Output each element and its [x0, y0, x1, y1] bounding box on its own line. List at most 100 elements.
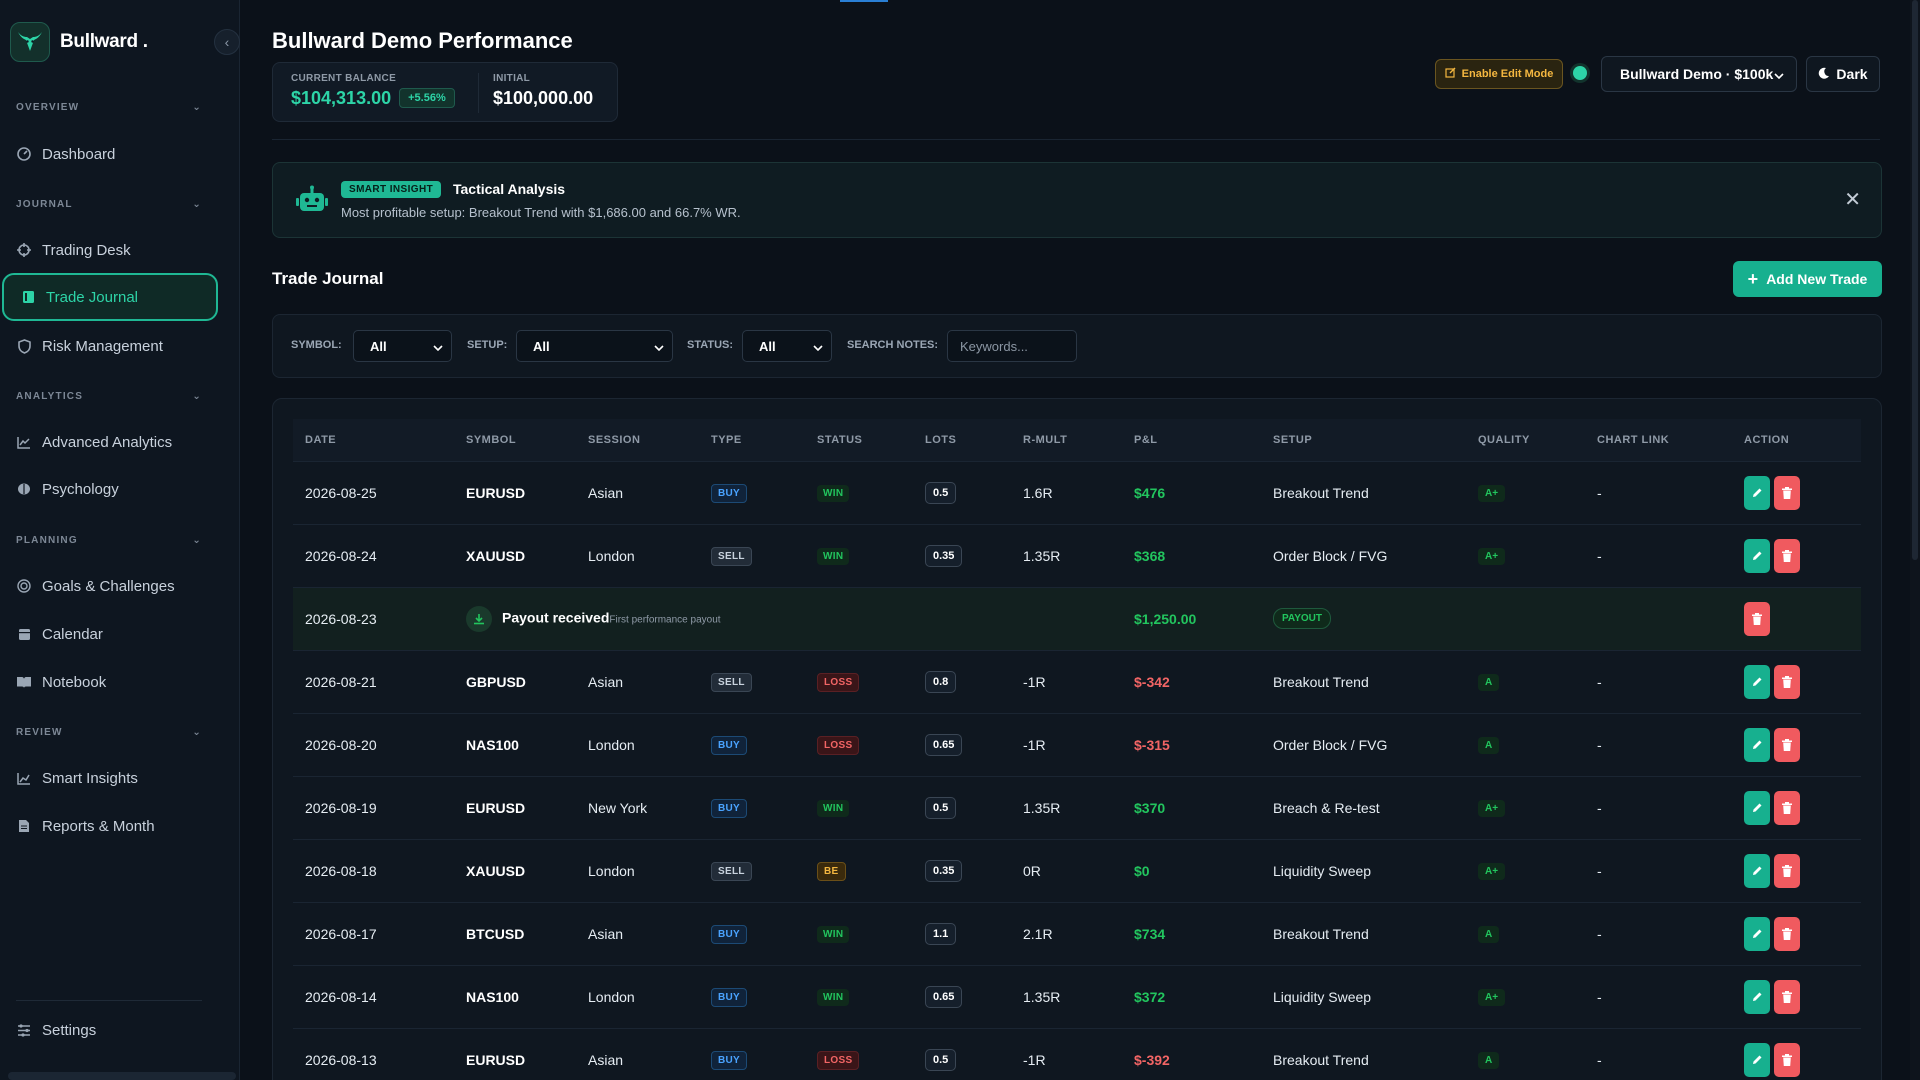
nav-section-planning[interactable]: PLANNING ⌄	[16, 535, 202, 546]
payout-title: Payout received	[502, 609, 610, 626]
quality-badge: A+	[1478, 800, 1506, 817]
sidebar-item-calendar[interactable]: Calendar	[16, 619, 216, 649]
delete-trade-button[interactable]	[1774, 916, 1800, 951]
delete-trade-button[interactable]	[1774, 538, 1800, 573]
column-header[interactable]: STATUS	[805, 419, 913, 461]
chevron-down-icon: ⌄	[192, 102, 202, 113]
edit-trade-button[interactable]	[1744, 916, 1770, 951]
table-row[interactable]: 2026-08-24 XAUUSD London SELL WIN 0.35 1…	[293, 523, 1861, 587]
setup-filter-select[interactable]: All	[516, 330, 673, 362]
setup-filter-label: SETUP:	[467, 339, 508, 351]
cell-lots: 0.5	[913, 1027, 1011, 1080]
current-balance-value: $104,313.00	[291, 88, 392, 108]
cell-quality: A+	[1466, 523, 1585, 587]
initial-balance: INITIAL $100,000.00	[493, 73, 593, 109]
sidebar-item-notebook[interactable]: Notebook	[16, 667, 216, 697]
column-header[interactable]: P&L	[1122, 419, 1261, 461]
sidebar-item-trade-journal[interactable]: Trade Journal	[2, 273, 218, 321]
delete-trade-button[interactable]	[1774, 664, 1800, 699]
delete-trade-button[interactable]	[1774, 475, 1800, 510]
sidebar-item-psychology[interactable]: Psychology	[16, 474, 216, 504]
sidebar-item-risk-management[interactable]: Risk Management	[16, 331, 216, 361]
cell-rmult: -1R	[1011, 712, 1122, 776]
quality-badge: A+	[1478, 548, 1506, 565]
chevron-down-icon	[654, 339, 664, 354]
collapse-sidebar-button[interactable]: ‹	[214, 29, 240, 55]
status-filter-select[interactable]: All	[742, 330, 832, 362]
column-header[interactable]: SYMBOL	[454, 419, 576, 461]
search-notes-input[interactable]	[947, 330, 1077, 362]
cell-setup: Breakout Trend	[1261, 901, 1466, 965]
chevron-down-icon	[433, 339, 443, 354]
edit-trade-button[interactable]	[1744, 1042, 1770, 1077]
table-row[interactable]: 2026-08-14 NAS100 London BUY WIN 0.65 1.…	[293, 964, 1861, 1028]
theme-toggle-button[interactable]: Dark	[1806, 56, 1880, 92]
column-header[interactable]: SETUP	[1261, 419, 1466, 461]
sidebar-scrollbar[interactable]	[8, 1072, 236, 1080]
add-new-trade-button[interactable]: + Add New Trade	[1733, 261, 1882, 297]
edit-trade-button[interactable]	[1744, 979, 1770, 1014]
table-row[interactable]: 2026-08-25 EURUSD Asian BUY WIN 0.5 1.6R…	[293, 460, 1861, 524]
close-icon[interactable]: ✕	[1844, 189, 1861, 211]
column-header[interactable]: R-MULT	[1011, 419, 1122, 461]
cell-status: WIN	[805, 523, 913, 587]
column-header[interactable]: ACTION	[1732, 419, 1861, 461]
sidebar-item-settings[interactable]: Settings	[16, 1015, 216, 1045]
cell-lots: 0.5	[913, 460, 1011, 524]
column-header[interactable]: QUALITY	[1466, 419, 1585, 461]
cell-symbol: EURUSD	[454, 1027, 576, 1080]
delete-trade-button[interactable]	[1774, 790, 1800, 825]
lots-badge: 0.35	[925, 544, 963, 567]
edit-trade-button[interactable]	[1744, 664, 1770, 699]
cell-lots: 0.65	[913, 712, 1011, 776]
edit-trade-button[interactable]	[1744, 853, 1770, 888]
nav-section-journal[interactable]: JOURNAL ⌄	[16, 199, 202, 210]
table-row[interactable]: 2026-08-13 EURUSD Asian BUY LOSS 0.5 -1R…	[293, 1027, 1861, 1080]
table-row[interactable]: 2026-08-17 BTCUSD Asian BUY WIN 1.1 2.1R…	[293, 901, 1861, 965]
edit-trade-button[interactable]	[1744, 727, 1770, 762]
column-header[interactable]: DATE	[293, 419, 454, 461]
nav-section-analytics[interactable]: ANALYTICS ⌄	[16, 391, 202, 402]
column-header[interactable]: SESSION	[576, 419, 699, 461]
delete-trade-button[interactable]	[1774, 979, 1800, 1014]
table-row[interactable]: 2026-08-21 GBPUSD Asian SELL LOSS 0.8 -1…	[293, 649, 1861, 713]
column-header[interactable]: CHART LINK	[1585, 419, 1732, 461]
cell-symbol: EURUSD	[454, 460, 576, 524]
edit-trade-button[interactable]	[1744, 790, 1770, 825]
table-row[interactable]: 2026-08-20 NAS100 London BUY LOSS 0.65 -…	[293, 712, 1861, 776]
sidebar-item-advanced-analytics[interactable]: Advanced Analytics	[16, 427, 216, 457]
sidebar-item-reports[interactable]: Reports & Month	[16, 811, 216, 841]
sidebar-item-goals[interactable]: Goals & Challenges	[16, 571, 216, 601]
trash-icon	[1782, 864, 1792, 877]
column-header[interactable]: TYPE	[699, 419, 805, 461]
status-badge: WIN	[817, 485, 850, 502]
payout-row[interactable]: 2026-08-23 Payout receivedFirst performa…	[293, 586, 1861, 650]
symbol-filter-select[interactable]: All	[353, 330, 452, 362]
account-select[interactable]: Bullward Demo · $100k	[1601, 56, 1797, 92]
trash-icon	[1782, 990, 1792, 1003]
quality-badge: A	[1478, 674, 1500, 691]
column-header[interactable]: LOTS	[913, 419, 1011, 461]
edit-trade-button[interactable]	[1744, 538, 1770, 573]
table-row[interactable]: 2026-08-18 XAUUSD London SELL BE 0.35 0R…	[293, 838, 1861, 902]
nav-section-overview[interactable]: OVERVIEW ⌄	[16, 102, 202, 113]
download-icon	[466, 605, 492, 632]
enable-edit-mode-button[interactable]: Enable Edit Mode	[1435, 59, 1563, 89]
delete-payout-button[interactable]	[1744, 601, 1770, 636]
delete-trade-button[interactable]	[1774, 853, 1800, 888]
cell-chart-link: -	[1585, 649, 1732, 713]
sidebar-item-dashboard[interactable]: Dashboard	[16, 139, 216, 169]
status-filter-label: STATUS:	[687, 339, 734, 351]
nav-section-review[interactable]: REVIEW ⌄	[16, 727, 202, 738]
delete-trade-button[interactable]	[1774, 727, 1800, 762]
cell-actions	[1732, 460, 1861, 524]
edit-trade-button[interactable]	[1744, 475, 1770, 510]
sidebar-item-smart-insights[interactable]: Smart Insights	[16, 763, 216, 793]
cell-status: LOSS	[805, 712, 913, 776]
delete-trade-button[interactable]	[1774, 1042, 1800, 1077]
sidebar-item-trading-desk[interactable]: Trading Desk	[16, 235, 216, 265]
brand[interactable]: Bullward .	[10, 22, 148, 62]
scrollbar-thumb[interactable]	[1912, 0, 1918, 560]
table-row[interactable]: 2026-08-19 EURUSD New York BUY WIN 0.5 1…	[293, 775, 1861, 839]
cell-session: Asian	[576, 460, 699, 524]
